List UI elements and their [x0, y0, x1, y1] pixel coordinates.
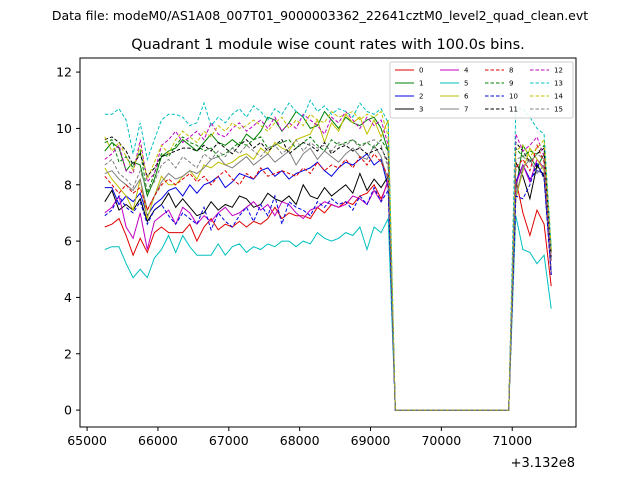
- legend-label-9: 9: [509, 80, 513, 88]
- plot-frame: [79, 57, 577, 428]
- x-axis: 65000 66000 67000 68000 69000 70000 71000: [67, 427, 532, 448]
- legend-label-10: 10: [509, 93, 518, 101]
- legend-label-12: 12: [554, 67, 563, 75]
- x-tick-label-1: 66000: [138, 433, 178, 448]
- y-tick-label-6: 12: [56, 65, 72, 80]
- x-tick-label-3: 68000: [280, 433, 320, 448]
- legend-label-15: 15: [554, 106, 563, 114]
- x-tick-label-4: 69000: [351, 433, 391, 448]
- series-line-11: [104, 136, 552, 411]
- series-line-6: [104, 113, 552, 411]
- series-line-14: [104, 110, 552, 411]
- legend-label-3: 3: [419, 106, 423, 114]
- series-layer: [104, 99, 552, 411]
- chart-title: Quadrant 1 module wise count rates with …: [131, 37, 525, 53]
- legend-label-0: 0: [419, 67, 423, 75]
- y-tick-label-0: 0: [64, 403, 72, 418]
- series-line-7: [104, 144, 552, 411]
- legend-label-5: 5: [464, 80, 468, 88]
- legend-label-13: 13: [554, 80, 563, 88]
- legend-frame: [389, 61, 574, 119]
- y-tick-label-4: 8: [64, 177, 72, 192]
- y-axis: 0 2 4 6 8 10 12: [56, 65, 80, 418]
- x-offset-label: +3.132e8: [511, 456, 575, 471]
- data-file-header: Data file: modeM0/AS1A08_007T01_90000033…: [52, 8, 588, 23]
- legend-label-6: 6: [464, 93, 469, 101]
- series-line-12: [104, 110, 552, 411]
- series-line-15: [104, 138, 552, 411]
- x-tick-label-5: 70000: [421, 433, 461, 448]
- series-line-13: [104, 99, 552, 411]
- x-tick-label-0: 65000: [67, 433, 107, 448]
- series-line-3: [104, 161, 552, 411]
- legend-label-8: 8: [509, 67, 513, 75]
- series-line-5: [104, 215, 552, 411]
- series-line-4: [104, 158, 552, 411]
- y-tick-label-2: 4: [64, 290, 72, 305]
- legend-label-2: 2: [419, 93, 423, 101]
- x-tick-label-2: 67000: [209, 433, 249, 448]
- legend-label-1: 1: [419, 80, 423, 88]
- legend-label-7: 7: [464, 106, 468, 114]
- series-line-9: [104, 136, 552, 411]
- series-line-0: [104, 178, 552, 411]
- x-tick-label-6: 71000: [492, 433, 532, 448]
- y-tick-label-5: 10: [56, 121, 72, 136]
- legend-label-14: 14: [554, 93, 563, 101]
- series-line-8: [104, 143, 552, 411]
- legend-label-4: 4: [464, 67, 469, 75]
- series-line-10: [104, 160, 552, 411]
- series-line-1: [104, 110, 552, 411]
- y-tick-label-3: 6: [64, 234, 72, 249]
- legend-label-11: 11: [509, 106, 518, 114]
- y-tick-label-1: 2: [64, 346, 72, 361]
